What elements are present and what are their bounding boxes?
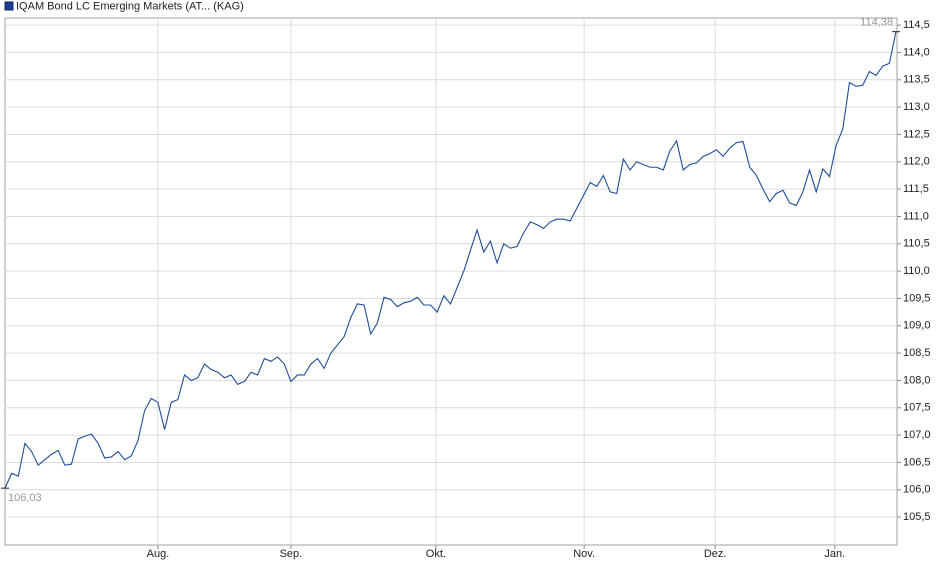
y-tick-label: 112,0 — [903, 156, 930, 168]
x-tick-label: Okt. — [426, 548, 446, 560]
y-tick-label: 105,5 — [903, 511, 931, 523]
y-tick-label: 114,0 — [903, 46, 930, 58]
y-tick-label: 113,5 — [903, 74, 930, 86]
y-tick-label: 112,5 — [903, 128, 930, 140]
x-tick-label: Jan. — [824, 548, 845, 560]
x-tick-label: Sep. — [280, 548, 303, 560]
value-annotation: 114,38 — [860, 17, 893, 29]
y-tick-label: 108,5 — [903, 347, 931, 359]
y-tick-label: 111,0 — [903, 210, 929, 222]
y-tick-label: 110,5 — [903, 238, 930, 250]
y-tick-label: 109,5 — [903, 292, 931, 304]
y-tick-label: 107,0 — [903, 429, 931, 441]
y-tick-label: 113,0 — [903, 101, 930, 113]
x-tick-label: Nov. — [573, 548, 595, 560]
y-tick-label: 107,5 — [903, 402, 931, 414]
y-tick-label: 106,0 — [903, 484, 931, 496]
y-tick-label: 111,5 — [903, 183, 929, 195]
plot-area — [4, 17, 898, 546]
y-tick-label: 109,0 — [903, 320, 931, 332]
value-annotation: 106,03 — [8, 492, 42, 504]
y-tick-label: 106,5 — [903, 456, 931, 468]
y-tick-label: 114,5 — [903, 19, 930, 31]
y-tick-label: 110,0 — [903, 265, 930, 277]
x-tick-label: Dez. — [704, 548, 727, 560]
y-tick-label: 108,0 — [903, 374, 931, 386]
legend-swatch — [4, 1, 14, 11]
price-line — [4, 31, 897, 489]
x-tick-label: Aug. — [147, 548, 170, 560]
legend-label: IQAM Bond LC Emerging Markets (AT... (KA… — [16, 0, 244, 12]
